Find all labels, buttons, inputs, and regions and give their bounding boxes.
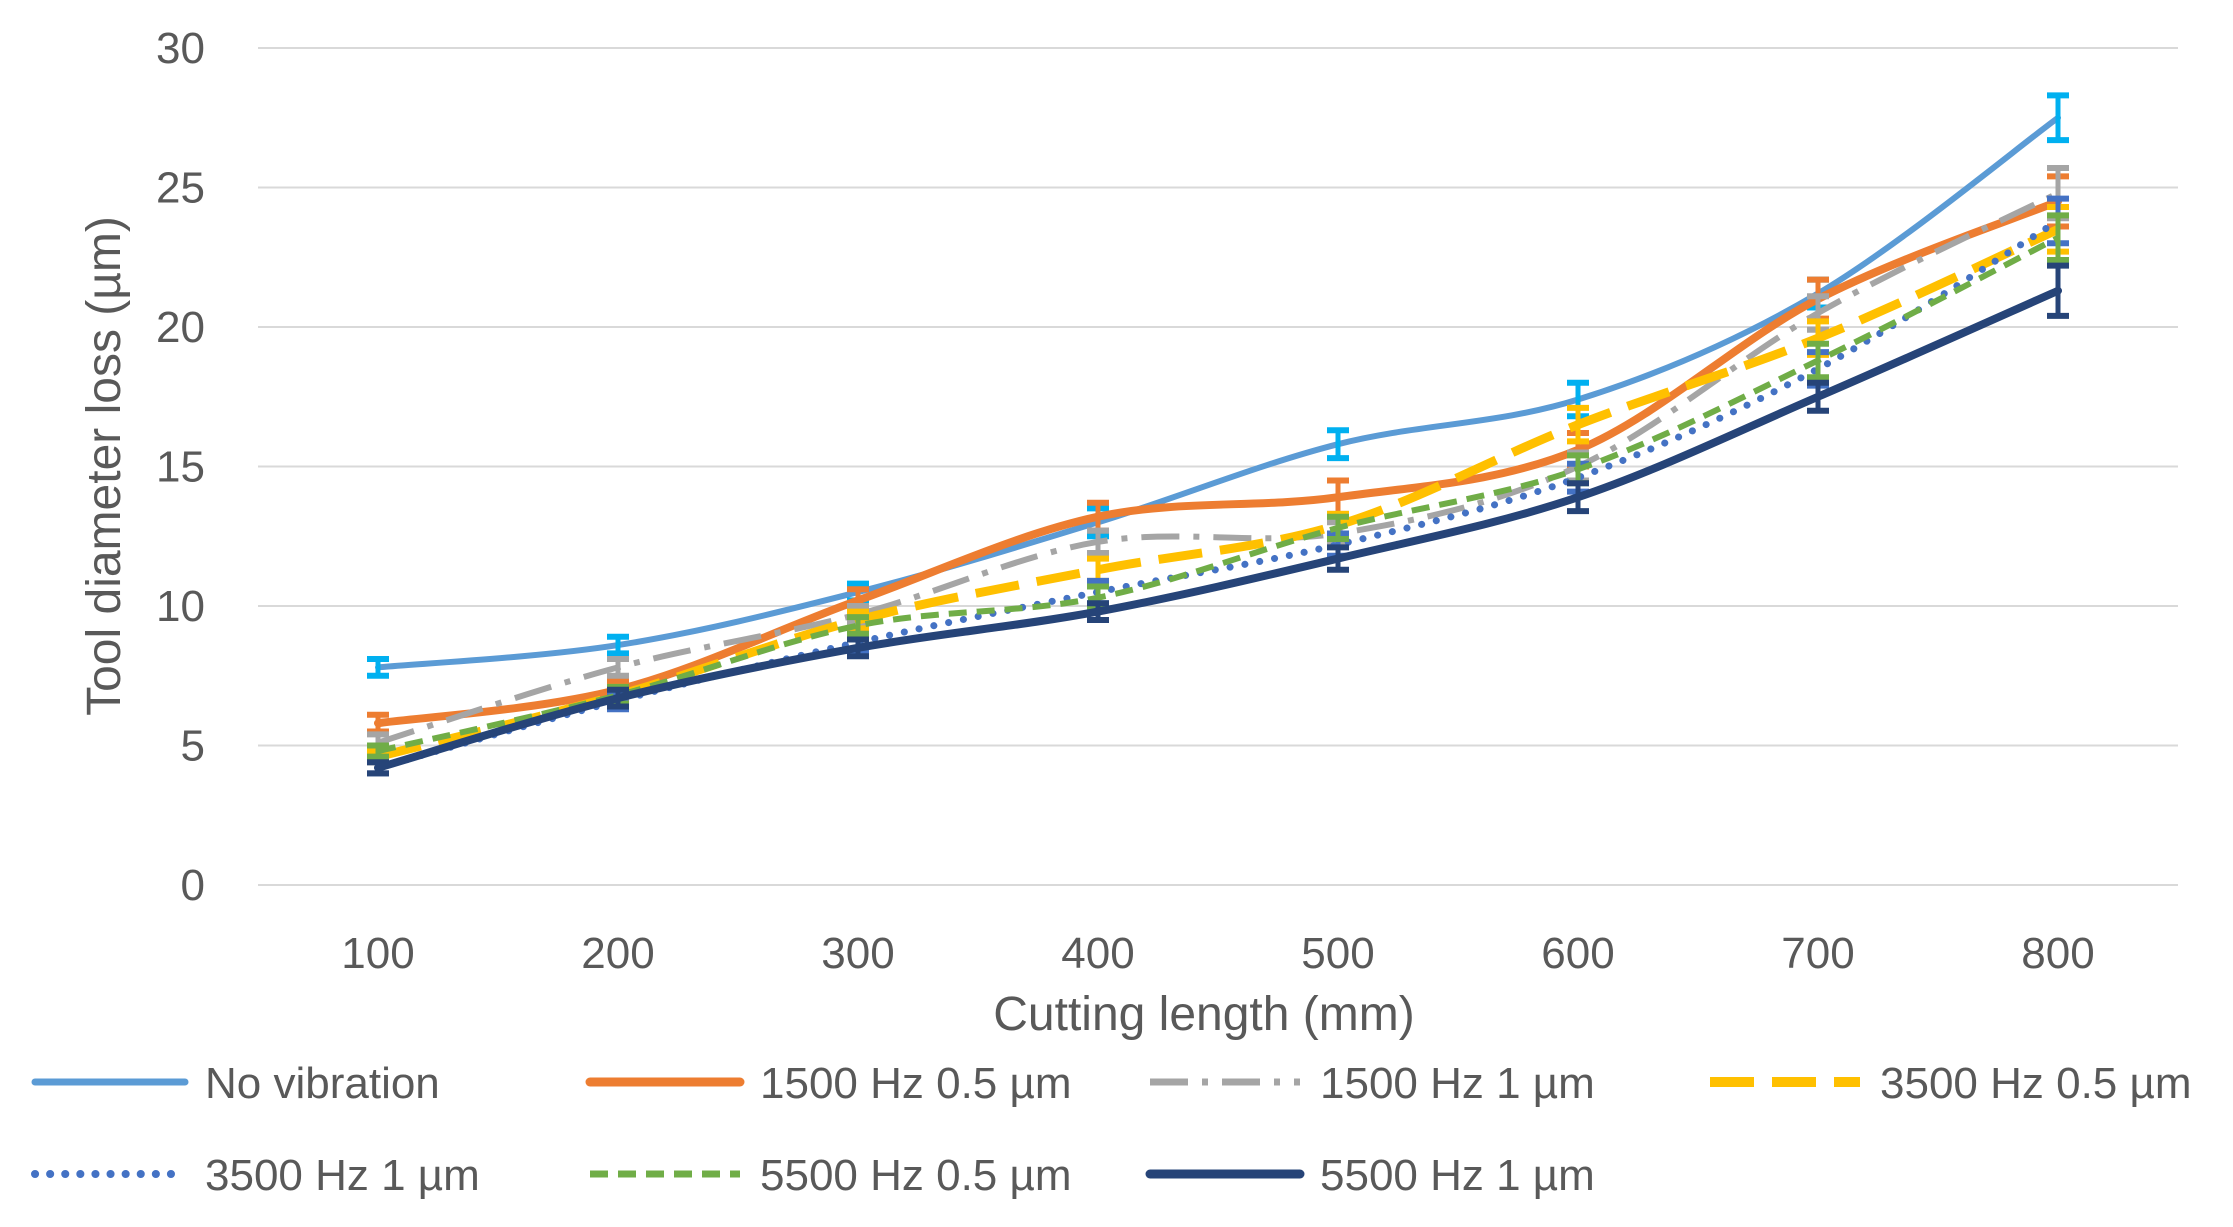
x-tick-label: 300	[821, 929, 894, 978]
x-tick-label: 800	[2021, 929, 2094, 978]
series-3	[367, 164, 2069, 755]
legend-label: 3500 Hz 1 µm	[205, 1151, 480, 1200]
series-2	[367, 173, 2069, 735]
legend-label: 5500 Hz 0.5 µm	[760, 1151, 1072, 1200]
legend-label: 5500 Hz 1 µm	[1320, 1151, 1595, 1200]
y-tick-label: 30	[156, 24, 205, 73]
series-line	[374, 197, 2062, 728]
y-axis-ticks: 0 5 10 15 20 25 30	[156, 24, 205, 910]
legend-label: 1500 Hz 0.5 µm	[760, 1059, 1072, 1108]
series-line	[374, 286, 2062, 772]
y-axis-title: Tool diameter loss (µm)	[78, 216, 131, 716]
legend-label: No vibration	[205, 1059, 440, 1108]
x-tick-label: 500	[1301, 929, 1374, 978]
y-tick-label: 15	[156, 443, 205, 492]
x-tick-label: 200	[581, 929, 654, 978]
grid-lines	[258, 47, 2178, 886]
series-7	[367, 262, 2069, 777]
y-tick-label: 10	[156, 582, 205, 631]
x-tick-label: 100	[341, 929, 414, 978]
series-lines	[367, 92, 2069, 777]
x-tick-label: 600	[1541, 929, 1614, 978]
y-tick-label: 20	[156, 303, 205, 352]
legend-label: 3500 Hz 0.5 µm	[1880, 1059, 2192, 1108]
x-axis-title: Cutting length (mm)	[993, 988, 1414, 1041]
x-axis-ticks: 100 200 300 400 500 600 700 800	[341, 929, 2094, 978]
y-tick-label: 0	[181, 861, 205, 910]
y-tick-label: 25	[156, 164, 205, 213]
x-tick-label: 400	[1061, 929, 1134, 978]
series-line	[377, 235, 2060, 755]
legend: No vibration 1500 Hz 0.5 µm 1500 Hz 1 µm 35…	[31, 1059, 2192, 1200]
legend-label: 1500 Hz 1 µm	[1320, 1059, 1595, 1108]
series-line	[377, 190, 2060, 746]
y-tick-label: 5	[181, 722, 205, 771]
x-tick-label: 700	[1781, 929, 1854, 978]
